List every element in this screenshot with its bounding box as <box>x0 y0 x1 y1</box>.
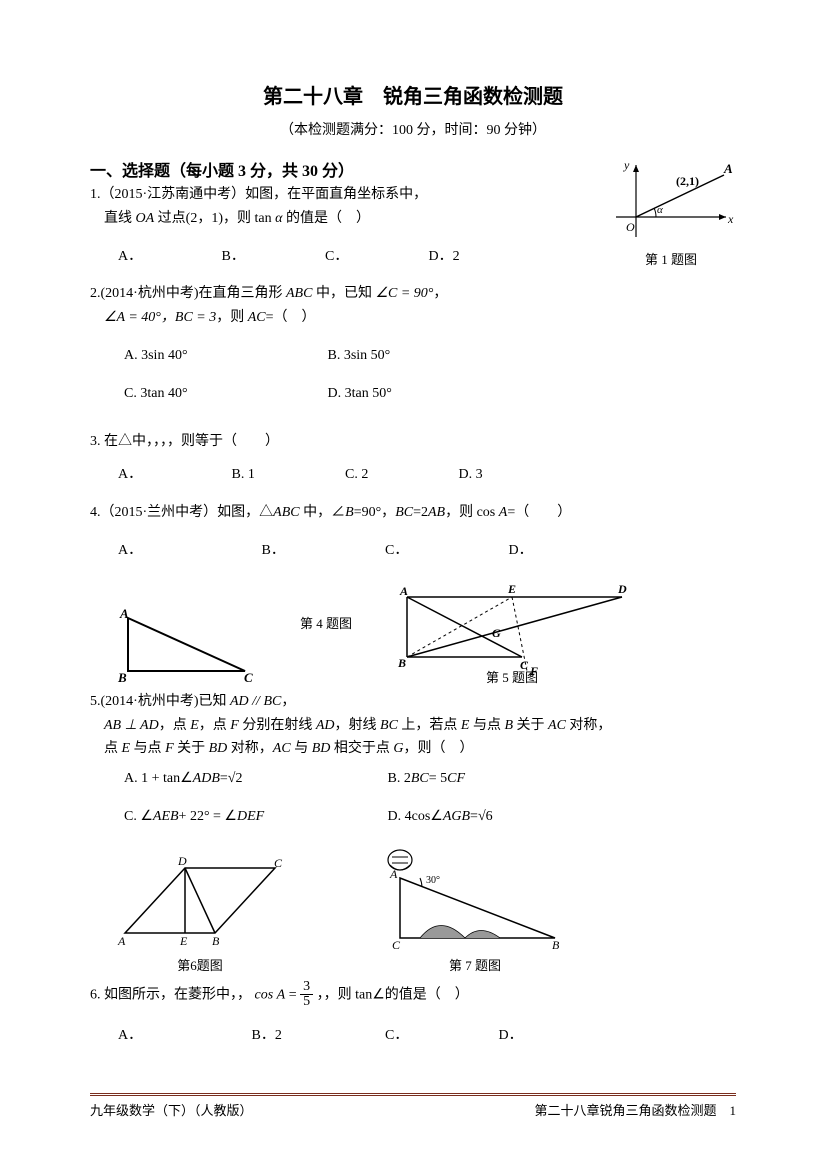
svg-text:E: E <box>179 934 188 948</box>
figure-1-caption: 第 1 题图 <box>606 249 736 268</box>
q4-line: 4.（2015·兰州中考）如图，△ABC 中，∠B=90°，BC=2AB，则 c… <box>90 501 736 525</box>
svg-text:30°: 30° <box>426 875 440 886</box>
svg-text:B: B <box>552 938 560 952</box>
svg-text:B: B <box>397 656 406 670</box>
q2-opts-row2: C. 3tan 40° D. 3tan 50° <box>90 382 736 406</box>
q5-line2: AB ⊥ AD，点 E，点 F 分别在射线 AD，射线 BC 上，若点 E 与点… <box>90 714 736 738</box>
svg-text:D: D <box>177 854 187 868</box>
footer-text: 九年级数学（下）（人教版） 第二十八章锐角三角函数检测题 1 <box>90 1100 736 1119</box>
figure-6-caption: 第6题图 <box>110 955 290 974</box>
svg-text:C: C <box>274 856 283 870</box>
svg-text:E: E <box>507 582 516 596</box>
svg-text:A: A <box>723 161 733 176</box>
q6-opts: A． B．2 C． D． <box>90 1024 736 1048</box>
svg-text:O: O <box>626 220 635 234</box>
figure-4-caption: 第 4 题图 <box>300 613 352 632</box>
fraction-3over5: 35 <box>300 980 313 1010</box>
q3-line: 3. 在△中，，，，则等于（ ） <box>90 430 736 454</box>
page: 第二十八章 锐角三角函数检测题 （本检测题满分：100 分，时间：90 分钟） … <box>0 0 826 1169</box>
svg-text:A: A <box>119 606 129 621</box>
q5-line3: 点 E 与点 F 关于 BD 对称，AC 与 BD 相交于点 G，则（ ） <box>90 737 736 761</box>
q2-line2: ∠A = 40°，BC = 3，则 AC=（ ） <box>90 306 736 330</box>
svg-text:B: B <box>212 934 220 948</box>
footer-right: 第二十八章锐角三角函数检测题 1 <box>534 1100 736 1119</box>
figure-6: A B C D E 第6题图 <box>110 853 290 974</box>
svg-text:A: A <box>389 867 398 881</box>
q5-line1: 5.(2014·杭州中考)已知 AD // BC， <box>90 690 736 714</box>
q5-opts-row2: C. ∠AEB + 22° = ∠DEF D. 4cos∠AGB = √6 <box>90 805 736 829</box>
svg-text:y: y <box>623 158 630 172</box>
figure-5: A B C D E F G 第 5 题图 <box>392 577 632 686</box>
figure-7: 30° A C B 第 7 题图 <box>380 843 570 974</box>
figure-5-caption: 第 5 题图 <box>392 667 632 686</box>
q4-opts: A． B． C． D． <box>90 539 736 563</box>
svg-text:B: B <box>117 670 127 685</box>
figure-1: α O x y (2,1) A 第 1 题图 <box>606 157 736 268</box>
figure-1-svg: α O x y (2,1) A <box>606 157 736 247</box>
figure-row-6-7: A B C D E 第6题图 30° A C B 第 7 题 <box>110 843 736 974</box>
svg-text:α: α <box>657 204 663 216</box>
chapter-title: 第二十八章 锐角三角函数检测题 <box>90 80 736 109</box>
svg-text:x: x <box>727 212 734 226</box>
svg-text:A: A <box>399 584 408 598</box>
q3-opts: A． B. 1 C. 2 D. 3 <box>90 463 736 487</box>
figure-7-caption: 第 7 题图 <box>380 955 570 974</box>
page-footer: 九年级数学（下）（人教版） 第二十八章锐角三角函数检测题 1 <box>90 1093 736 1119</box>
figure-row-4-5: A B C 第 4 题图 A B C D E F G <box>110 577 736 686</box>
figure-5-svg: A B C D E F G <box>392 577 632 677</box>
subtitle: （本检测题满分：100 分，时间：90 分钟） <box>90 119 736 139</box>
footer-left: 九年级数学（下）（人教版） <box>90 1100 253 1119</box>
q2-line1: 2.(2014·杭州中考)在直角三角形 ABC 中，已知 ∠C = 90°， <box>90 282 736 306</box>
figure-4: A B C <box>110 606 260 686</box>
svg-text:C: C <box>392 938 401 952</box>
figure-7-svg: 30° A C B <box>380 843 570 953</box>
footer-rule <box>90 1093 736 1096</box>
svg-text:D: D <box>617 582 627 596</box>
q2-opts-row1: A. 3sin 40° B. 3sin 50° <box>90 344 736 368</box>
q5-opts-row1: A. 1 + tan∠ADB = √2 B. 2BC = 5CF <box>90 767 736 791</box>
svg-text:G: G <box>492 626 501 640</box>
figure-6-svg: A B C D E <box>110 853 290 953</box>
svg-text:A: A <box>117 934 126 948</box>
svg-text:(2,1): (2,1) <box>676 174 699 188</box>
q6-line: 6. 如图所示，在菱形中，， cos A = 35 ，，则 tan∠的值是（ ） <box>90 980 736 1010</box>
figure-4-svg: A B C <box>110 606 260 686</box>
svg-text:C: C <box>244 670 253 685</box>
